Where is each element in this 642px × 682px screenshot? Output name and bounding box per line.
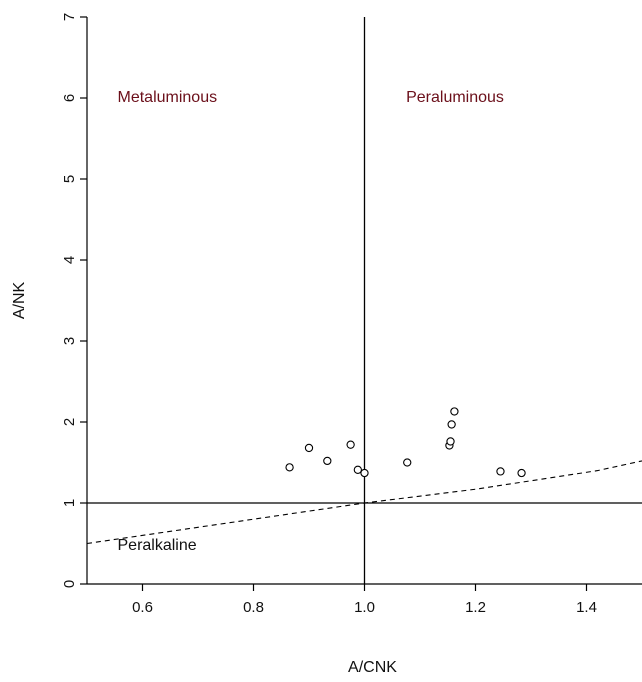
y-axis-ticks: 0 1 2 3 4 5 6 7: [61, 13, 87, 588]
y-tick-label: 2: [61, 418, 78, 426]
data-points: [285, 407, 526, 478]
data-point: [353, 465, 362, 474]
x-tick-label: 1.2: [465, 599, 486, 616]
data-point: [403, 458, 412, 467]
region-label: Peralkaline: [118, 537, 197, 554]
x-tick-label: 1.0: [354, 599, 375, 616]
region-labels: Metaluminous Peraluminous Peralkaline: [118, 89, 504, 554]
data-point: [450, 407, 459, 416]
y-tick-label: 5: [61, 175, 78, 183]
data-point: [285, 463, 294, 472]
y-tick-label: 4: [61, 256, 78, 264]
y-tick-label: 6: [61, 94, 78, 102]
x-tick-label: 0.6: [132, 599, 153, 616]
data-point: [446, 437, 455, 446]
y-axis-title: A/NK: [11, 282, 28, 320]
y-tick-label: 1: [61, 499, 78, 507]
data-point: [496, 467, 505, 476]
region-label: Metaluminous: [118, 89, 218, 106]
data-point: [346, 440, 355, 449]
x-axis-title: A/CNK: [348, 659, 397, 676]
reference-lines: [86, 17, 642, 584]
data-point: [360, 468, 369, 478]
y-tick-label: 0: [61, 580, 78, 588]
data-point: [304, 443, 314, 453]
data-point: [517, 468, 526, 478]
x-axis-ticks: 0.6 0.8 1.0 1.2 1.4: [132, 584, 597, 616]
region-label: Peraluminous: [406, 89, 504, 106]
y-tick-label: 7: [61, 13, 78, 21]
data-point: [447, 420, 456, 429]
x-tick-label: 1.4: [576, 599, 597, 616]
data-point: [323, 456, 332, 466]
x-tick-label: 0.8: [243, 599, 264, 616]
y-tick-label: 3: [61, 337, 78, 345]
